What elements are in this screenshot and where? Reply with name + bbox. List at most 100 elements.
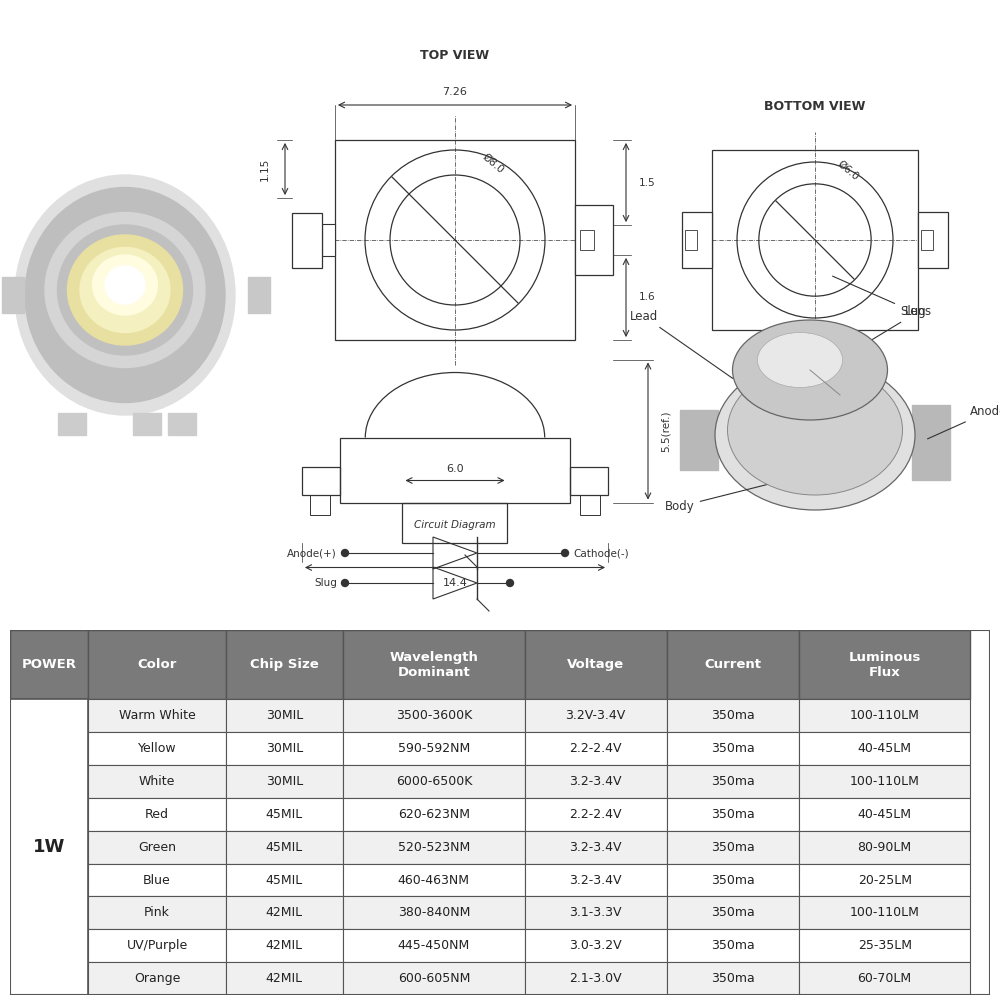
Bar [226,831,343,864]
Text: Green: Green [138,841,176,854]
Bar [226,699,343,732]
Text: Slug: Slug [314,578,337,588]
Text: 30MIL: 30MIL [266,742,303,755]
Bar [88,929,226,962]
Text: 3.2-3.4V: 3.2-3.4V [569,775,622,788]
Text: 45MIL: 45MIL [266,808,303,821]
FancyBboxPatch shape [168,413,196,435]
Bar [799,929,970,962]
Bar [524,929,667,962]
Text: 3.1-3.3V: 3.1-3.3V [569,906,622,919]
Bar [88,831,226,864]
Text: 42MIL: 42MIL [266,972,303,985]
Bar [343,630,524,699]
Text: 3.2V-3.4V: 3.2V-3.4V [565,709,626,722]
Text: Blue: Blue [143,874,171,887]
Text: 350ma: 350ma [711,841,755,854]
Text: White: White [139,775,175,788]
Text: 3500-3600K: 3500-3600K [396,709,472,722]
Bar [799,798,970,831]
Bar [799,630,970,699]
Text: Orange: Orange [134,972,180,985]
Bar [10,630,88,699]
Text: 80-90LM: 80-90LM [858,841,912,854]
Bar [402,502,507,542]
Text: 620-623NM: 620-623NM [398,808,470,821]
Text: 42MIL: 42MIL [266,906,303,919]
Bar [524,896,667,929]
Ellipse shape [25,188,225,402]
FancyBboxPatch shape [133,413,161,435]
Text: 42MIL: 42MIL [266,939,303,952]
Text: 45MIL: 45MIL [266,874,303,887]
Bar [667,765,799,798]
Text: 1.6: 1.6 [639,292,656,302]
Text: Red: Red [145,808,169,821]
Text: Ø8.0: Ø8.0 [480,151,505,175]
Text: 25-35LM: 25-35LM [858,939,912,952]
Ellipse shape [758,332,842,387]
Bar [343,765,524,798]
Text: Lens: Lens [857,305,932,349]
Text: 2.1-3.0V: 2.1-3.0V [569,972,622,985]
Text: 5.5(ref.): 5.5(ref.) [661,410,671,452]
Ellipse shape [732,320,888,420]
Bar [226,962,343,995]
FancyBboxPatch shape [912,405,950,480]
Text: Slug: Slug [833,276,926,318]
Ellipse shape [728,365,902,495]
Text: Lead: Lead [630,310,733,378]
Bar [799,962,970,995]
Bar [226,732,343,765]
Bar [918,212,948,268]
Text: 350ma: 350ma [711,808,755,821]
Text: Anode: Anode [928,405,1000,439]
Bar [88,699,226,732]
Text: Yellow: Yellow [138,742,176,755]
Text: 2.2-2.4V: 2.2-2.4V [569,808,622,821]
Ellipse shape [68,235,182,345]
Ellipse shape [92,255,158,315]
Text: 100-110LM: 100-110LM [850,775,920,788]
Bar [667,732,799,765]
Text: Anode(+): Anode(+) [287,548,337,558]
Text: 445-450NM: 445-450NM [398,939,470,952]
Bar [343,699,524,732]
Bar [343,798,524,831]
Text: BOTTOM VIEW: BOTTOM VIEW [764,101,866,113]
Bar [88,962,226,995]
Text: 6000-6500K: 6000-6500K [396,775,472,788]
Bar [226,798,343,831]
Bar [682,212,712,268]
Bar [667,630,799,699]
Bar [799,765,970,798]
Bar [343,962,524,995]
Bar [524,962,667,995]
Bar [667,798,799,831]
Text: 100-110LM: 100-110LM [850,906,920,919]
Text: 2.2-2.4V: 2.2-2.4V [569,742,622,755]
Bar [685,230,697,250]
Text: POWER: POWER [22,658,77,671]
Text: 3.2-3.4V: 3.2-3.4V [569,874,622,887]
Bar [575,205,613,275]
Text: 40-45LM: 40-45LM [858,742,912,755]
Bar [667,864,799,896]
Text: 520-523NM: 520-523NM [398,841,470,854]
Bar [667,896,799,929]
Bar [921,230,933,250]
Bar [10,699,88,995]
Text: 350ma: 350ma [711,709,755,722]
Bar [322,224,335,256]
Text: 30MIL: 30MIL [266,709,303,722]
Text: 7.26: 7.26 [443,87,467,97]
Bar [524,831,667,864]
Text: Warm White: Warm White [119,709,195,722]
Bar [667,929,799,962]
Bar [340,438,570,502]
Text: 40-45LM: 40-45LM [858,808,912,821]
Bar [524,798,667,831]
Bar [226,896,343,929]
Text: 45MIL: 45MIL [266,841,303,854]
FancyBboxPatch shape [2,277,24,313]
